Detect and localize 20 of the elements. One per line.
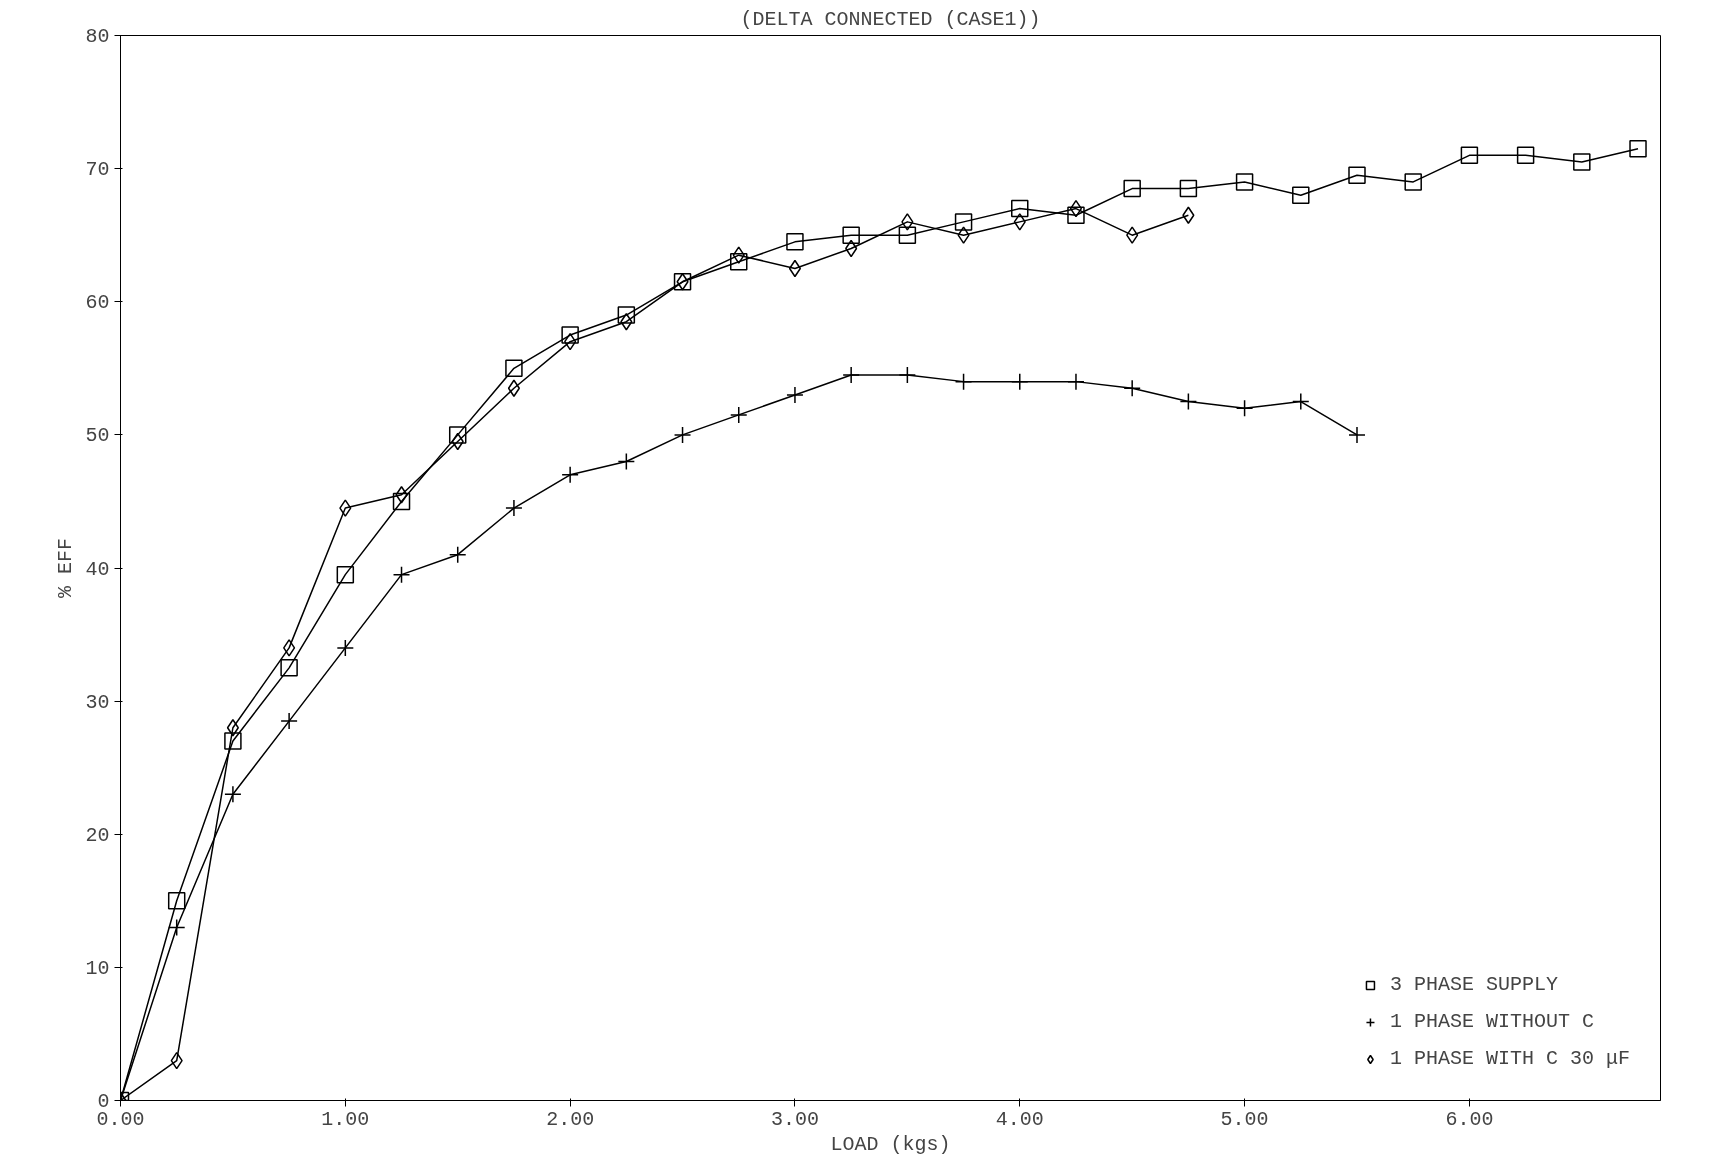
x-tick-label: 4.00 [995, 1107, 1044, 1131]
y-tick-label: 30 [85, 690, 110, 714]
y-tick-label: 70 [85, 158, 110, 182]
chart-title: (DELTA CONNECTED (CASE1)) [740, 7, 1041, 31]
y-tick-label: 50 [85, 424, 110, 448]
x-tick-label: 5.00 [1220, 1107, 1269, 1131]
y-tick-label: 40 [85, 557, 110, 581]
y-tick-label: 60 [85, 291, 110, 315]
y-tick-label: 10 [85, 956, 110, 980]
y-tick-label: 20 [85, 823, 110, 847]
legend-label: 3 PHASE SUPPLY [1389, 973, 1558, 996]
legend-label: 1 PHASE WITH C 30 μF [1389, 1047, 1630, 1070]
x-tick-label: 3.00 [770, 1107, 819, 1131]
y-axis-title: % EFF [54, 537, 78, 598]
legend-label: 1 PHASE WITHOUT C [1389, 1010, 1594, 1033]
x-axis-title: LOAD (kgs) [830, 1132, 951, 1156]
y-tick-label: 80 [85, 25, 110, 48]
x-tick-label: 1.00 [321, 1107, 370, 1131]
x-tick-label: 6.00 [1445, 1107, 1494, 1131]
x-tick-label: 2.00 [546, 1107, 595, 1131]
